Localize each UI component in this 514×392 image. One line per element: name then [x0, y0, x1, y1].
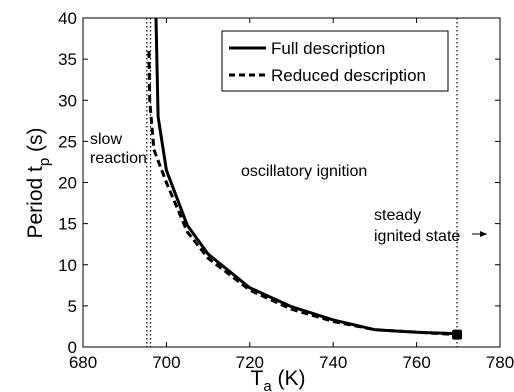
- series-line-reduced: [147, 50, 459, 337]
- legend-label-reduced: Reduced description: [271, 66, 426, 85]
- x-tick-label: 680: [69, 353, 97, 372]
- series-group: [147, 17, 463, 340]
- x-tick-label: 740: [319, 353, 347, 372]
- y-tick-label: 25: [58, 132, 77, 151]
- annotation-ignited: ignited state: [374, 228, 460, 245]
- annotation-slow: slow: [90, 131, 122, 148]
- y-tick-label: 40: [58, 9, 77, 28]
- x-axis-label: Ta (K): [251, 367, 306, 392]
- legend-label-full: Full description: [271, 39, 385, 58]
- y-tick-label: 15: [58, 215, 77, 234]
- y-axis-ticks: 0 5 10 15 20 25 30 35 40: [58, 9, 500, 357]
- x-tick-label: 700: [152, 353, 180, 372]
- y-tick-label: 20: [58, 174, 77, 193]
- x-tick-label: 780: [486, 353, 514, 372]
- legend: Full description Reduced description: [221, 30, 449, 92]
- x-axis-ticks: 680 700 720 740 760 780: [69, 18, 514, 372]
- boundary-lines: [146, 18, 458, 347]
- x-tick-label: 760: [402, 353, 430, 372]
- y-tick-label: 35: [58, 50, 77, 69]
- y-axis-label: Period tp (s): [24, 127, 53, 238]
- endpoint-marker: [452, 329, 463, 340]
- y-tick-label: 30: [58, 91, 77, 110]
- y-tick-label: 10: [58, 256, 77, 275]
- annotation-reaction: reaction: [90, 150, 147, 167]
- legend-box: [221, 30, 449, 92]
- y-tick-label: 0: [68, 338, 77, 357]
- annotation-oscillatory: oscillatory ignition: [241, 163, 367, 180]
- x-tick-label: 720: [236, 353, 264, 372]
- right-arrow: [472, 231, 487, 237]
- annotation-steady: steady: [374, 207, 421, 224]
- y-tick-label: 5: [68, 297, 77, 316]
